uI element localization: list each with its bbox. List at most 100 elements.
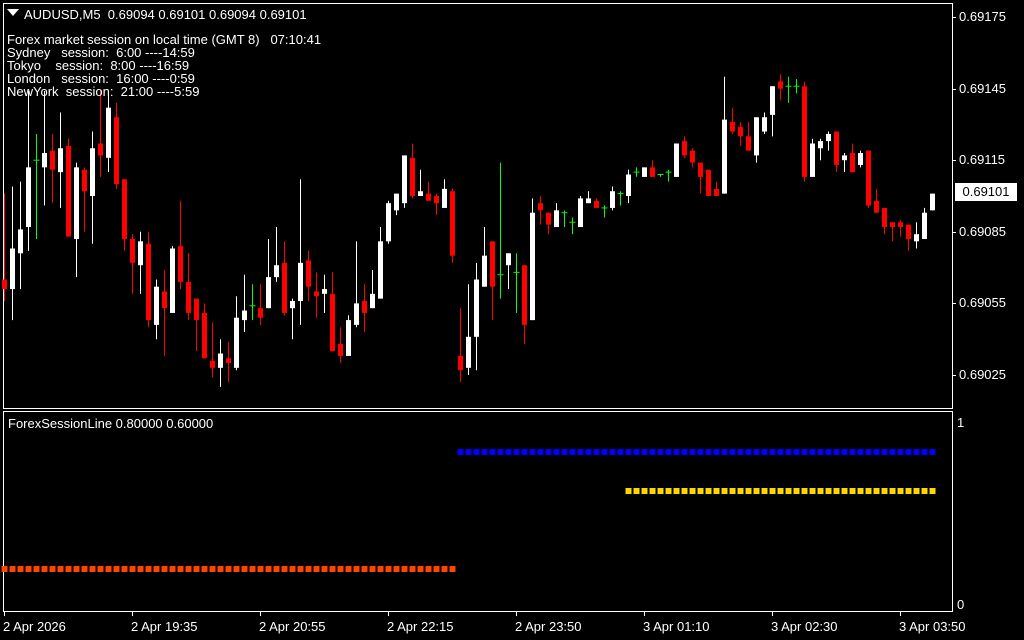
time-tick-label: 3 Apr 03:50	[899, 619, 966, 634]
candle	[18, 181, 23, 290]
indicator-point	[601, 449, 608, 455]
candle-body	[842, 155, 847, 161]
session-london: London session: 16:00 ----0:59	[7, 71, 195, 86]
candle-body	[882, 207, 887, 228]
indicator-point	[785, 449, 792, 455]
indicator-point	[897, 449, 904, 455]
indicator-line	[457, 449, 936, 455]
indicator-point	[473, 449, 480, 455]
indicator-point	[33, 566, 40, 572]
candle-body	[90, 148, 95, 197]
indicator-point	[129, 566, 136, 572]
candle	[793, 79, 800, 94]
candle	[394, 193, 399, 216]
indicator-point	[689, 488, 696, 494]
indicator-point	[753, 488, 760, 494]
indicator-point	[57, 566, 64, 572]
indicator-point	[9, 566, 16, 572]
candle-body	[482, 255, 487, 287]
indicator-point	[361, 566, 368, 572]
price-tick-label: 0.69175	[959, 9, 1006, 24]
candle-body	[114, 117, 119, 185]
indicator-point	[921, 449, 928, 455]
candle	[194, 298, 199, 352]
indicator-point	[697, 449, 704, 455]
indicator-point	[809, 449, 816, 455]
candle-body	[378, 241, 383, 299]
indicator-point	[689, 449, 696, 455]
candle-body	[922, 212, 927, 239]
indicator-line	[625, 488, 936, 494]
indicator-point	[657, 488, 664, 494]
candle	[497, 162, 504, 299]
candle-body	[802, 86, 807, 177]
indicator-point	[825, 449, 832, 455]
candle-body	[530, 212, 535, 321]
indicator-point	[921, 488, 928, 494]
indicator-point	[305, 566, 312, 572]
candle-body	[434, 196, 439, 204]
indicator-point	[785, 488, 792, 494]
indicator-point	[665, 449, 672, 455]
indicator-point	[393, 566, 400, 572]
candle	[546, 212, 551, 235]
candle-body	[818, 141, 823, 149]
candle-body	[154, 286, 159, 325]
candle	[569, 217, 576, 235]
indicator-point	[153, 566, 160, 572]
candle	[306, 250, 311, 302]
candle-body	[730, 122, 735, 132]
time-tick-label: 2 Apr 2026	[3, 619, 66, 634]
candle	[530, 198, 535, 321]
indicator-point	[833, 488, 840, 494]
indicator-point	[841, 449, 848, 455]
indicator-point	[873, 449, 880, 455]
price-tick-label: 0.69085	[959, 223, 1006, 239]
candle	[866, 150, 871, 208]
candle	[882, 207, 887, 235]
candle	[898, 219, 903, 237]
candle-body	[898, 222, 903, 228]
candle-body	[370, 293, 375, 309]
indicator-point	[225, 566, 232, 572]
candle-body	[650, 167, 655, 177]
indicator-point	[65, 566, 72, 572]
indicator-point	[641, 449, 648, 455]
candle-body	[474, 279, 479, 337]
candle	[82, 167, 87, 232]
time-tick-label: 2 Apr 23:50	[515, 619, 582, 634]
indicator-window-border	[3, 411, 953, 612]
candle	[778, 74, 783, 101]
candle-body	[850, 153, 855, 173]
indicator-point	[697, 488, 704, 494]
candle	[33, 133, 40, 239]
candle-body	[234, 317, 239, 368]
candle	[258, 284, 263, 325]
candle-body	[722, 119, 727, 194]
candle-body	[82, 169, 87, 192]
candle	[490, 241, 495, 321]
indicator-point	[633, 449, 640, 455]
candle-body	[226, 358, 231, 364]
indicator-point	[897, 488, 904, 494]
candle	[10, 186, 15, 321]
indicator-point	[729, 449, 736, 455]
candle-body	[698, 162, 703, 177]
indicator-point	[761, 449, 768, 455]
candle-body	[626, 174, 631, 197]
candle	[474, 262, 479, 371]
indicator-point	[633, 488, 640, 494]
candles	[2, 74, 935, 387]
candle	[642, 167, 647, 177]
candle-body	[458, 355, 463, 371]
triangle-down-icon[interactable]	[7, 9, 19, 16]
indicator-point	[425, 566, 432, 572]
indicator-point	[329, 566, 336, 572]
indicator-point	[905, 488, 912, 494]
candle-body	[410, 157, 415, 197]
candle-body	[778, 81, 783, 89]
candle	[322, 274, 327, 313]
indicator-point	[273, 566, 280, 572]
indicator-point	[41, 566, 48, 572]
